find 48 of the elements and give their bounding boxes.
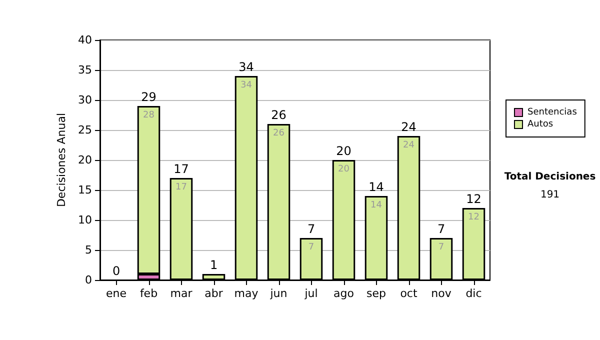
total-label: 0 [112,264,120,278]
data-label: 12 [468,212,480,222]
total-label: 26 [271,108,286,122]
total-label: 24 [401,120,416,134]
x-tick-label: mar [170,287,193,300]
data-label: 24 [403,140,415,150]
total-label: 29 [141,90,156,104]
x-tick-label: may [234,287,259,300]
data-label: 17 [176,182,187,192]
data-label: 34 [240,80,252,90]
y-tick-label: 5 [85,244,92,256]
text: 191 [540,190,560,200]
y-tick-label: 0 [85,274,92,286]
data-label: 7 [308,242,314,252]
x-tick-label: nov [431,287,452,300]
x-tick-label: abr [204,287,224,300]
data-label: 20 [338,164,350,174]
x-tick-label: feb [140,287,158,300]
total-label: 14 [368,180,384,194]
total-label: 1 [210,258,218,272]
x-tick-label: ene [106,287,127,300]
data-label: 14 [370,200,382,210]
x-tick-label: dic [466,287,482,300]
y-tick-label: 10 [78,214,92,226]
data-label: 28 [143,110,155,120]
total-label: 17 [174,162,189,176]
y-tick-label: 25 [78,124,92,136]
total-label: 7 [437,222,446,236]
x-tick-label: oct [400,287,418,300]
y-tick-label: 15 [78,184,92,196]
data-label: 7 [438,242,444,252]
y-axis-title: Decisiones Anual [55,112,68,208]
x-tick-label: jul [304,287,318,300]
data-label: 26 [273,128,285,138]
text: Total Decisiones [504,172,596,182]
y-tick-label: 40 [78,34,92,46]
total-label: 20 [336,144,352,158]
legend-label: Autos [528,120,554,130]
x-tick-label: ago [334,287,354,300]
total-label: 12 [466,192,482,206]
y-tick-label: 30 [78,94,92,106]
total-label: 7 [307,222,316,236]
y-tick-label: 35 [78,64,92,76]
x-tick-label: jun [269,287,288,300]
y-tick-label: 20 [78,154,92,166]
legend-label: Sentencias [528,108,578,118]
total-label: 34 [238,60,254,74]
x-tick-label: sep [366,287,386,300]
